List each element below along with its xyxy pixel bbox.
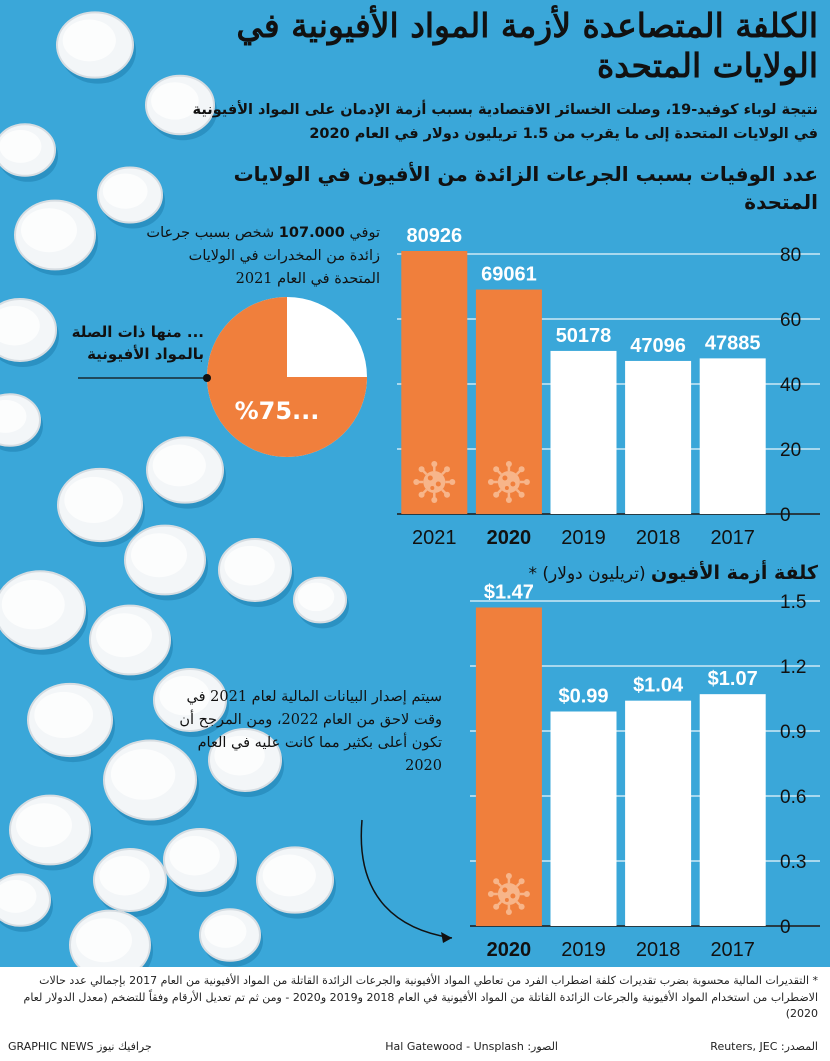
y-tick-label: 0.3 xyxy=(780,852,806,873)
y-tick-label: 20 xyxy=(780,440,801,461)
page-title: الكلفة المتصاعدة لأزمة المواد الأفيونية … xyxy=(236,6,818,85)
pill-highlight xyxy=(16,803,72,848)
x-tick-label-2017: 2017 xyxy=(710,527,755,549)
bar-2018 xyxy=(625,360,692,514)
deaths-note-prefix: توفي xyxy=(349,225,380,241)
bar-2019 xyxy=(550,711,617,926)
y-tick-label: 1.5 xyxy=(780,592,806,613)
pill-highlight xyxy=(110,749,176,800)
opioid-share-pie: %75... xyxy=(207,297,367,457)
data-label-2018: $1.04 xyxy=(633,675,684,697)
page-subtitle: نتيجة لوباء كوفيد-19، وصلت الخسائر الاقت… xyxy=(192,102,818,142)
data-label-2019: $0.99 xyxy=(558,686,608,708)
pill-highlight xyxy=(224,545,275,586)
y-tick-label: 1.2 xyxy=(780,657,806,678)
deaths-chart-heading: عدد الوفيات بسبب الجرعات الزائدة من الأف… xyxy=(233,162,818,214)
bar-2020 xyxy=(475,607,542,926)
x-tick-label-2020: 2020 xyxy=(487,939,532,961)
footer: * التقديرات المالية محسوبة بضرب تقديرات … xyxy=(0,967,830,1061)
cost-bar-chart: 0 0.3 0.6 0.9 1.2 1.5 $1.07 2017 $1.04 2018 $0.99 2… xyxy=(470,582,820,961)
cost-heading-unit: (تريليون دولار) * xyxy=(528,564,646,584)
leader-dot xyxy=(203,374,211,382)
bar-2019 xyxy=(550,350,617,514)
bar-2018 xyxy=(625,700,692,926)
pill-highlight xyxy=(102,173,148,209)
y-tick-label: 0.9 xyxy=(780,722,806,743)
pill-highlight xyxy=(21,208,77,253)
data-label-2017: $1.07 xyxy=(708,668,758,690)
pill-highlight xyxy=(204,914,247,948)
data-label-2017: 47885 xyxy=(705,332,761,354)
data-label-2018: 47096 xyxy=(630,335,686,357)
data-label-2020: $1.47 xyxy=(484,582,534,604)
virus-icon xyxy=(487,461,530,503)
deaths-note-suffix: شخص بسبب جرعات زائدة من المخدرات في الول… xyxy=(146,225,380,287)
pill-highlight xyxy=(96,613,152,658)
pill-highlight xyxy=(169,835,220,876)
main-panel: 0 20 40 60 80 47885 2017 47096 2018 50178 2019 6906… xyxy=(0,0,830,967)
pill-highlight xyxy=(0,305,40,346)
pill-highlight xyxy=(0,879,37,913)
pill-highlight xyxy=(0,129,42,163)
deaths-note: توفي 107.000 شخص بسبب جرعات زائدة من الم… xyxy=(140,222,380,291)
charts-layer: 0 20 40 60 80 47885 2017 47096 2018 50178 2019 6906… xyxy=(78,225,820,961)
pill-highlight xyxy=(1,579,65,630)
pill-highlight xyxy=(262,854,316,897)
pill-highlight xyxy=(297,582,335,612)
pill-highlight xyxy=(159,675,210,716)
footnote: * التقديرات المالية محسوبة بضرب تقديرات … xyxy=(23,974,818,1020)
y-tick-label: 0.6 xyxy=(780,787,806,808)
pill-highlight xyxy=(62,19,116,62)
pill-highlight xyxy=(152,444,206,487)
x-tick-label-2018: 2018 xyxy=(636,527,681,549)
pill-highlight xyxy=(76,918,132,963)
x-tick-label-2017: 2017 xyxy=(710,939,755,961)
bar-2017 xyxy=(699,694,766,926)
cost-chart-heading: كلفة أزمة الأفيون (تريليون دولار) * xyxy=(178,560,819,587)
x-tick-label-2019: 2019 xyxy=(561,939,606,961)
deaths-note-number: 107.000 xyxy=(278,225,345,241)
x-tick-label-2019: 2019 xyxy=(561,527,606,549)
x-tick-label-2018: 2018 xyxy=(636,939,681,961)
data-label-2019: 50178 xyxy=(556,325,612,347)
pill-highlight xyxy=(0,399,27,433)
credits: المصدر: Reuters, JEC الصور: Hal Gatewood… xyxy=(8,1040,818,1058)
data-2021-note: سيتم إصدار البيانات المالية لعام 2021 في… xyxy=(179,689,442,774)
x-tick-label-2020: 2020 xyxy=(487,527,532,549)
pie-label: %75... xyxy=(235,397,320,425)
pill-highlight xyxy=(131,533,187,578)
pill-highlight xyxy=(151,82,199,120)
pill-highlight xyxy=(34,691,94,739)
arrow-icon xyxy=(360,819,453,943)
y-tick-label: 60 xyxy=(780,310,801,331)
pill-highlight xyxy=(214,735,265,776)
photo-credit: الصور: Hal Gatewood - Unsplash xyxy=(385,1040,558,1053)
x-tick-label-2021: 2021 xyxy=(412,527,457,549)
y-tick-label: 0 xyxy=(780,917,791,938)
y-tick-label: 80 xyxy=(780,245,801,266)
pill-highlight xyxy=(99,855,150,896)
y-tick-label: 0 xyxy=(780,505,791,526)
pill-highlight xyxy=(64,476,124,524)
virus-icon xyxy=(487,873,530,915)
data-label-2021: 80926 xyxy=(406,225,462,247)
opioid-related-label: ... منها ذات الصلة بالمواد الأفيونية xyxy=(71,323,204,363)
pie-slice-opioid xyxy=(207,297,367,457)
source-credit: المصدر: Reuters, JEC xyxy=(710,1040,818,1053)
virus-icon xyxy=(413,461,456,503)
bar-2017 xyxy=(699,358,766,514)
deaths-bar-chart: 0 20 40 60 80 47885 2017 47096 2018 50178 2019 6906… xyxy=(397,225,820,549)
y-tick-label: 40 xyxy=(780,375,801,396)
brand-credit: GRAPHIC NEWS جرافيك نيوز xyxy=(8,1040,152,1053)
pill-background xyxy=(0,11,349,967)
cost-heading-title: كلفة أزمة الأفيون xyxy=(651,562,818,584)
data-label-2020: 69061 xyxy=(481,264,537,286)
